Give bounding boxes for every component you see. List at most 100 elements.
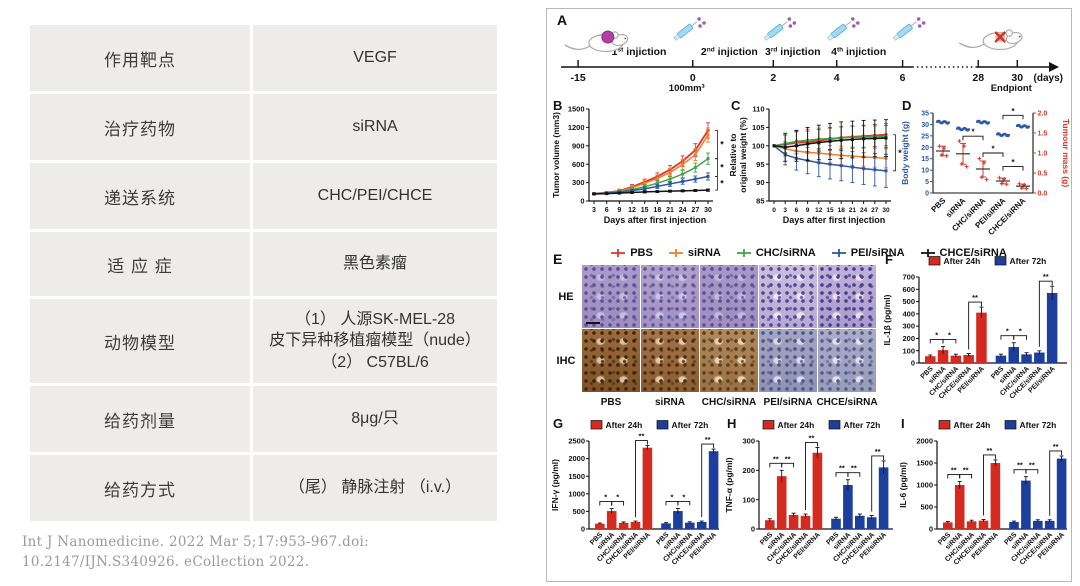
series-CHCE/siRNA (772, 119, 888, 162)
svg-text:20: 20 (921, 145, 929, 152)
scatter-group-siRNA (956, 126, 970, 169)
line-marker-icon (920, 249, 935, 257)
svg-text:G: G (553, 416, 563, 431)
figure-panel: A -15 0 100mm³ 2 4 6 28 30 Endpiont (days) 1st inji… (546, 8, 1072, 582)
svg-text:6: 6 (605, 207, 609, 214)
svg-text:Tumor volume (mm3): Tumor volume (mm3) (551, 112, 561, 198)
svg-text:0: 0 (911, 359, 915, 368)
he-image-PBS (582, 265, 640, 328)
svg-text:600: 600 (572, 160, 585, 169)
svg-text:*: * (720, 178, 724, 188)
svg-text:2: 2 (770, 72, 776, 84)
svg-text:35: 35 (921, 111, 929, 118)
svg-text:1000: 1000 (916, 481, 933, 490)
svg-text:21: 21 (666, 207, 674, 214)
svg-text:**: ** (1017, 461, 1023, 470)
svg-text:Body weight (g): Body weight (g) (900, 121, 910, 185)
table-value: （尾） 静脉注射 （i.v.） (253, 455, 497, 521)
svg-text:**: ** (705, 435, 711, 444)
table-value: siRNA (253, 94, 497, 160)
svg-text:Days after first injection: Days after first injection (783, 215, 886, 225)
citation-line-2: 10.2147/IJN.S340926. eCollection 2022. (22, 554, 310, 571)
svg-text:30: 30 (882, 207, 890, 214)
svg-text:6: 6 (795, 207, 799, 214)
ihc-image-siRNA (641, 329, 699, 392)
svg-text:**: ** (1029, 461, 1035, 470)
svg-text:200: 200 (902, 334, 915, 343)
table-label: 给药方式 (30, 455, 250, 521)
svg-text:*: * (604, 493, 607, 502)
panel-e-letter: E (553, 251, 563, 267)
svg-text:1200: 1200 (568, 123, 585, 132)
svg-text:*: * (720, 163, 724, 173)
svg-text:*: * (971, 128, 975, 137)
sirna-particles-icon (787, 17, 797, 28)
svg-text:24: 24 (860, 207, 868, 214)
svg-text:500: 500 (920, 503, 933, 512)
svg-text:IL-6 (pg/ml): IL-6 (pg/ml) (898, 462, 908, 508)
svg-text:300: 300 (902, 322, 915, 331)
svg-text:2000: 2000 (916, 437, 933, 446)
svg-text:After 72h: After 72h (844, 420, 881, 430)
svg-text:300: 300 (742, 437, 755, 446)
he-image-siRNA (641, 265, 699, 328)
line-marker-icon (611, 249, 626, 257)
svg-text:1500: 1500 (916, 459, 933, 468)
svg-text:**: ** (785, 454, 791, 463)
panel-h-tnfa-chart: H After 24h After 72h 0 100 200 300 TNF-α (pg/m… (723, 415, 897, 579)
svg-text:100: 100 (742, 495, 755, 504)
legend-item-CHC/siRNA: CHC/siRNA (736, 247, 816, 259)
svg-text:24: 24 (679, 207, 687, 214)
histology-col-label: CHCE/siRNA (816, 397, 878, 408)
he-image-CHCE/siRNA (818, 265, 876, 328)
chart-H: H After 24h After 72h 0 100 200 300 TNF-α (pg/m… (724, 416, 893, 567)
svg-text:100: 100 (902, 346, 915, 355)
svg-text:1.0: 1.0 (1038, 151, 1048, 158)
svg-text:*: * (1011, 107, 1015, 116)
citation: Int J Nanomedicine. 2022 Mar 5;17:953-96… (22, 532, 369, 573)
svg-text:21: 21 (849, 207, 857, 214)
svg-text:0: 0 (580, 197, 584, 206)
svg-text:500: 500 (902, 297, 915, 306)
svg-text:3: 3 (592, 207, 596, 214)
table-label: 适 应 症 (30, 232, 250, 296)
svg-text:6: 6 (900, 72, 906, 84)
legend-item-siRNA: siRNA (668, 247, 721, 259)
histology-col-label: PBS (600, 397, 622, 408)
svg-text:4: 4 (834, 72, 840, 84)
svg-text:*: * (935, 330, 938, 339)
svg-text:After 72h: After 72h (1020, 420, 1057, 430)
table-value: CHC/PEI/CHCE (253, 163, 497, 229)
svg-text:30: 30 (921, 122, 929, 129)
svg-text:TNF-α (pg/ml): TNF-α (pg/ml) (724, 457, 734, 512)
svg-text:90: 90 (756, 178, 764, 187)
svg-text:300: 300 (572, 178, 585, 187)
table-value: 8μg/只 (253, 386, 497, 452)
svg-text:0.5: 0.5 (1038, 171, 1048, 178)
svg-text:28: 28 (972, 72, 984, 84)
panel-e-histology: HE IHC PBS siRNA CHC/siRNA PEI/siRNA CHCE/siRN… (551, 265, 878, 408)
svg-text:5: 5 (925, 179, 929, 186)
endpoint-mouse-icon (958, 29, 1023, 51)
svg-text:**: ** (951, 465, 957, 474)
scatter-group-CHC/siRNA (976, 119, 990, 182)
svg-text:400: 400 (902, 309, 915, 318)
svg-text:18: 18 (653, 207, 661, 214)
svg-text:0.0: 0.0 (1038, 191, 1048, 198)
svg-text:0: 0 (581, 525, 585, 534)
table-label: 作用靶点 (30, 25, 250, 91)
svg-text:IFN-γ (pg/ml): IFN-γ (pg/ml) (550, 459, 560, 511)
table-value: VEGF (253, 25, 497, 91)
panel-c-body-weight-chart: C 85 90 95 100 105 110 0 3 6 9 12 15 18 21 24 27 30 Days a… (727, 97, 903, 245)
svg-text:**: ** (809, 433, 815, 442)
ihc-image-PBS (582, 329, 640, 392)
svg-text:After 24h: After 24h (954, 420, 991, 430)
svg-text:*: * (1011, 158, 1015, 167)
svg-text:100mm³: 100mm³ (669, 83, 705, 93)
svg-text:After 72h: After 72h (1010, 256, 1047, 266)
syringe-icon (826, 21, 851, 41)
series-CHCE/siRNA (592, 188, 710, 196)
svg-text:9: 9 (806, 207, 810, 214)
